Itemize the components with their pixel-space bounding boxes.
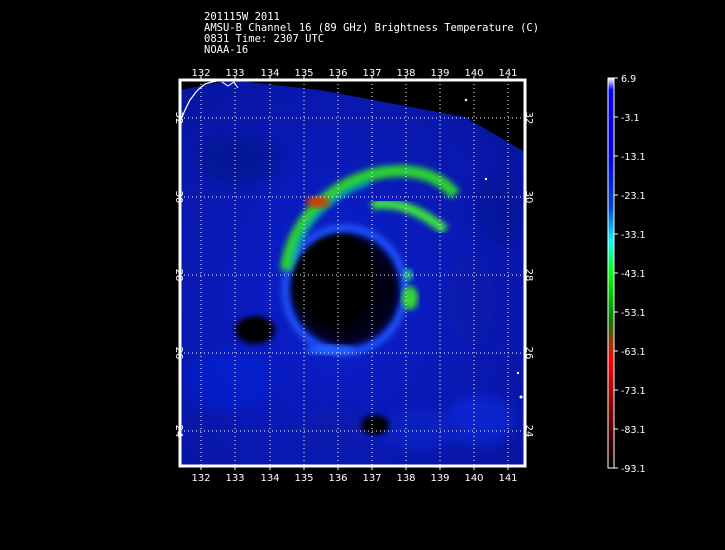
lat-label-right: 26 — [523, 347, 534, 360]
lon-label-top: 141 — [498, 68, 517, 79]
colorbar-label: -63.1 — [621, 347, 646, 358]
image-title-line-4: NOAA-16 — [204, 44, 249, 56]
lon-label-top: 140 — [464, 68, 483, 79]
lon-label-top: 134 — [260, 68, 279, 79]
colorbar-label: -83.1 — [621, 425, 646, 436]
graticule — [180, 80, 525, 466]
coastline — [180, 80, 221, 123]
background-texture — [185, 135, 525, 450]
lon-label-top: 139 — [430, 68, 449, 79]
colorbar-label: 6.9 — [621, 74, 636, 85]
lon-label-bottom: 141 — [498, 473, 517, 484]
colorbar-label: -93.1 — [621, 464, 646, 475]
island-dot — [516, 371, 520, 375]
lon-label-bottom: 133 — [225, 473, 244, 484]
colorbar-label: -13.1 — [621, 152, 646, 163]
dark-patch — [361, 415, 389, 435]
island-dot — [519, 395, 523, 399]
rainband-inner — [370, 198, 449, 234]
lat-label-left: 30 — [173, 191, 184, 204]
lon-label-bottom: 140 — [464, 473, 483, 484]
colorbar-ticks — [614, 77, 618, 469]
rainband-edge — [289, 179, 371, 263]
colorbar-label: -23.1 — [621, 191, 646, 202]
colorbar-label: -3.1 — [621, 113, 640, 124]
lon-label-top: 136 — [328, 68, 347, 79]
lon-label-top: 135 — [294, 68, 313, 79]
lon-label-bottom: 137 — [362, 473, 381, 484]
lat-label-left: 24 — [173, 425, 184, 438]
island-dot — [484, 177, 488, 181]
axis-ticks — [200, 76, 509, 470]
no-data-region — [440, 80, 525, 152]
lat-label-right: 30 — [523, 191, 534, 204]
lon-label-bottom: 134 — [260, 473, 279, 484]
colorbar-label: -43.1 — [621, 269, 646, 280]
image-title-line-3: 0831 Time: 2307 UTC — [204, 33, 325, 45]
lat-label-left: 26 — [173, 347, 184, 360]
map-frame — [178, 78, 527, 468]
lon-label-top: 133 — [225, 68, 244, 79]
lat-label-right: 32 — [523, 112, 534, 125]
lon-label-top: 138 — [396, 68, 415, 79]
lat-label-left: 32 — [173, 112, 184, 125]
lon-label-bottom: 132 — [191, 473, 210, 484]
storm-eye-core — [293, 232, 377, 328]
colorbar-label: -33.1 — [621, 230, 646, 241]
lon-label-bottom: 136 — [328, 473, 347, 484]
colorbar-label: -53.1 — [621, 308, 646, 319]
convective-cell — [402, 286, 418, 310]
lat-label-right: 28 — [523, 269, 534, 282]
colorbar-label: -73.1 — [621, 386, 646, 397]
rainband-arc — [280, 165, 460, 271]
lat-label-right: 24 — [523, 425, 534, 438]
deep-convection-spot — [306, 196, 330, 208]
map-imagery — [180, 80, 525, 466]
colorbar — [607, 77, 615, 469]
coastline-island — [221, 81, 239, 89]
island-dot — [464, 98, 468, 102]
lon-label-bottom: 135 — [294, 473, 313, 484]
lon-label-bottom: 139 — [430, 473, 449, 484]
lon-label-top: 137 — [362, 68, 381, 79]
eyewall-south — [305, 345, 355, 355]
dark-patch — [235, 316, 275, 344]
lon-label-bottom: 138 — [396, 473, 415, 484]
image-title-line-2: AMSU-B Channel 16 (89 GHz) Brightness Te… — [204, 22, 540, 34]
image-title-line-1: 201115W 2011 — [204, 11, 280, 23]
lat-label-left: 28 — [173, 269, 184, 282]
lon-label-top: 132 — [191, 68, 210, 79]
